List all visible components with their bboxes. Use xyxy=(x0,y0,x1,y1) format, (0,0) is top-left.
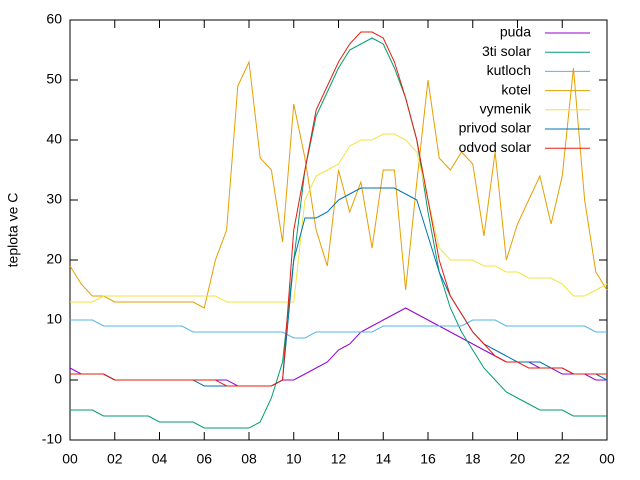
legend-label: kotel xyxy=(501,81,531,97)
legend-label: kutloch xyxy=(487,62,531,78)
x-tick-label: 12 xyxy=(331,451,347,467)
x-tick-label: 02 xyxy=(107,451,123,467)
legend-label: odvod solar xyxy=(459,139,532,155)
y-axis-label: teplota ve C xyxy=(5,193,21,268)
legend-label: 3ti solar xyxy=(482,43,531,59)
y-tick-label: 60 xyxy=(46,11,62,27)
x-tick-label: 04 xyxy=(152,451,168,467)
series-line xyxy=(70,31,607,387)
y-tick-label: -10 xyxy=(42,431,62,447)
x-tick-label: 16 xyxy=(420,451,436,467)
x-tick-label: 08 xyxy=(241,451,257,467)
series-line xyxy=(70,319,607,339)
y-tick-label: 30 xyxy=(46,191,62,207)
x-tick-label: 22 xyxy=(554,451,570,467)
series-line xyxy=(70,37,607,429)
series-line xyxy=(69,307,607,387)
y-tick-label: 0 xyxy=(54,371,62,387)
x-tick-label: 18 xyxy=(465,451,481,467)
legend-label: puda xyxy=(500,24,531,40)
y-tick-label: 10 xyxy=(46,311,62,327)
series-line xyxy=(69,60,608,309)
legend-label: vymenik xyxy=(480,101,532,117)
plot-border xyxy=(69,19,608,441)
y-tick-label: 50 xyxy=(46,71,62,87)
x-tick-label: 20 xyxy=(510,451,526,467)
y-tick-label: 40 xyxy=(46,131,62,147)
series-line xyxy=(70,133,608,303)
x-tick-label: 00 xyxy=(62,451,78,467)
x-tick-label: 14 xyxy=(375,451,391,467)
series-line xyxy=(70,187,608,387)
legend-label: privod solar xyxy=(459,120,532,136)
x-tick-label: 06 xyxy=(196,451,212,467)
x-tick-label: 00 xyxy=(599,451,615,467)
y-tick-label: 20 xyxy=(46,251,62,267)
x-tick-label: 10 xyxy=(286,451,302,467)
